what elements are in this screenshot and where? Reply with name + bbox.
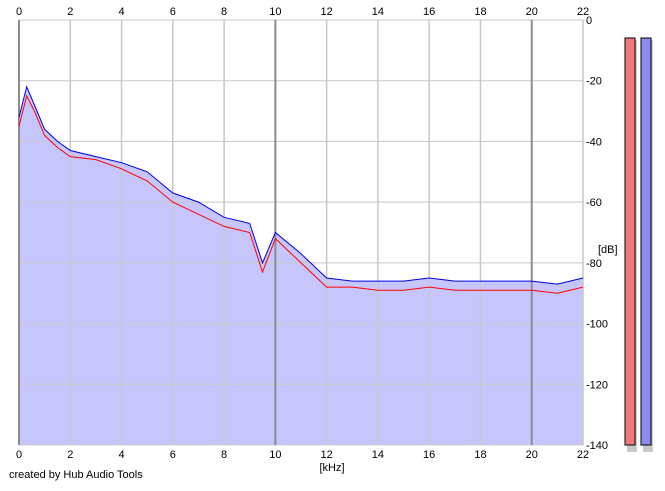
right-level-meter	[640, 37, 652, 446]
x-tick-label-top: 16	[423, 6, 435, 18]
y-tick-label: -60	[586, 197, 602, 209]
left-level-meter	[624, 37, 636, 446]
y-tick-label: -100	[586, 319, 608, 331]
spectrum-fill-area	[19, 86, 583, 446]
x-tick-label-bottom: 12	[321, 449, 333, 461]
x-tick-label-top: 10	[269, 6, 281, 18]
left-channel-line	[18, 94, 584, 294]
right-channel-line	[18, 85, 584, 285]
x-tick-label-bottom: 0	[16, 449, 22, 461]
x-tick-label-bottom: 6	[170, 449, 176, 461]
y-tick-label: -140	[586, 440, 608, 452]
x-tick-label-top: 2	[67, 6, 73, 18]
x-axis-label: [kHz]	[319, 462, 344, 474]
x-tick-label-top: 22	[577, 6, 589, 18]
x-tick-label-bottom: 8	[221, 449, 227, 461]
x-tick-label-bottom: 20	[526, 449, 538, 461]
x-tick-label-bottom: 2	[67, 449, 73, 461]
x-tick-label-top: 0	[16, 6, 22, 18]
y-tick-label: 0	[586, 15, 592, 27]
y-tick-label: -80	[586, 258, 602, 270]
x-tick-label-bottom: 10	[269, 449, 281, 461]
x-tick-label-bottom: 18	[474, 449, 486, 461]
x-tick-label-bottom: 22	[577, 449, 589, 461]
y-axis-label: [dB]	[598, 244, 618, 256]
x-tick-label-top: 12	[321, 6, 333, 18]
x-tick-label-top: 4	[118, 6, 124, 18]
y-tick-label: -20	[586, 76, 602, 88]
x-tick-label-top: 6	[170, 6, 176, 18]
x-tick-label-top: 18	[474, 6, 486, 18]
credit-label: created by Hub Audio Tools	[9, 469, 143, 481]
x-tick-label-bottom: 14	[372, 449, 384, 461]
x-tick-label-top: 14	[372, 6, 384, 18]
x-tick-label-bottom: 4	[118, 449, 124, 461]
y-tick-label: -120	[586, 379, 608, 391]
x-tick-label-top: 20	[526, 6, 538, 18]
y-tick-label: -40	[586, 136, 602, 148]
x-tick-label-top: 8	[221, 6, 227, 18]
x-tick-label-bottom: 16	[423, 449, 435, 461]
